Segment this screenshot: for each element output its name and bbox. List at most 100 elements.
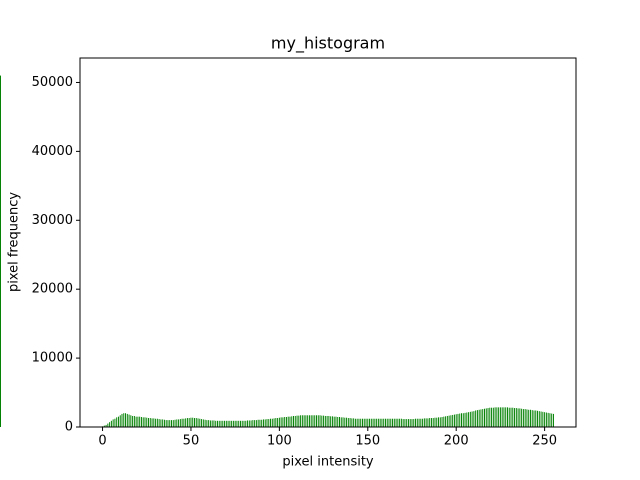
bar: [132, 415, 134, 427]
bar: [331, 416, 333, 427]
bar: [484, 408, 485, 427]
bar: [232, 420, 234, 427]
bar: [208, 420, 210, 427]
bar: [492, 407, 494, 427]
bar: [367, 418, 369, 427]
bar: [542, 411, 544, 427]
bar: [146, 417, 148, 427]
bar: [347, 418, 349, 427]
bar: [526, 409, 528, 427]
bar: [535, 410, 537, 427]
bar: [531, 410, 533, 427]
bar: [473, 411, 475, 427]
bar: [192, 417, 194, 427]
bar: [524, 409, 526, 427]
bar: [363, 418, 365, 427]
bar: [250, 420, 252, 427]
bar: [126, 413, 128, 427]
bar: [547, 412, 549, 427]
bar: [125, 413, 127, 427]
bar: [395, 418, 397, 427]
bar: [229, 420, 231, 427]
bar: [411, 419, 413, 427]
bar: [475, 410, 477, 427]
bar: [209, 420, 211, 427]
bar: [190, 417, 192, 427]
bar: [418, 418, 420, 427]
y-tick-label: 20000: [32, 282, 73, 297]
bar: [342, 417, 344, 427]
bar: [319, 415, 321, 427]
bar: [485, 408, 487, 427]
bar: [415, 418, 417, 427]
bar: [406, 419, 408, 427]
bar: [289, 416, 291, 427]
bar: [317, 415, 319, 427]
bar: [148, 418, 150, 427]
bar: [243, 420, 245, 427]
bar: [468, 412, 470, 427]
bar: [206, 420, 208, 427]
bar: [407, 419, 409, 427]
bar: [199, 418, 201, 427]
bar: [400, 418, 402, 427]
bar: [489, 407, 491, 427]
bar: [344, 417, 346, 427]
bar: [218, 420, 220, 427]
bar: [528, 409, 530, 427]
bar: [457, 413, 459, 427]
x-tick-label: 50: [183, 434, 200, 449]
bar: [273, 418, 275, 427]
bar: [510, 407, 512, 427]
bar: [376, 418, 378, 427]
bar: [372, 418, 374, 427]
bar: [369, 418, 371, 427]
bar: [404, 419, 406, 427]
bar: [512, 407, 514, 427]
bar: [503, 407, 505, 427]
bar: [181, 418, 183, 427]
bar: [255, 420, 257, 427]
y-tick-label: 50000: [32, 75, 73, 90]
bar: [252, 420, 254, 427]
bar: [137, 416, 139, 427]
bar: [110, 420, 112, 427]
bar: [450, 415, 452, 427]
bar: [231, 420, 233, 427]
bar: [238, 420, 240, 427]
bar: [462, 413, 464, 427]
bar: [448, 415, 450, 427]
bar: [430, 418, 432, 427]
bar: [399, 418, 401, 427]
bar: [195, 418, 197, 427]
bar: [284, 417, 286, 427]
x-tick-label: 100: [267, 434, 292, 449]
bar: [133, 415, 135, 427]
bar: [291, 416, 293, 427]
bar: [312, 415, 314, 427]
y-axis-label: pixel frequency: [7, 192, 22, 292]
bar: [365, 418, 367, 427]
bar: [197, 418, 199, 427]
bar: [119, 415, 121, 427]
bar: [533, 410, 535, 427]
bar: [522, 409, 524, 427]
bar: [121, 413, 123, 427]
x-tick-label: 0: [98, 434, 106, 449]
bar: [301, 415, 303, 427]
bar: [278, 417, 280, 427]
bar: [521, 408, 523, 427]
bar: [287, 416, 289, 427]
bar: [425, 418, 427, 427]
bar: [314, 415, 316, 427]
bar: [439, 417, 441, 427]
bar: [172, 420, 174, 427]
bar: [393, 418, 395, 427]
bar: [427, 418, 429, 427]
bar: [519, 408, 521, 427]
bar: [540, 411, 542, 427]
x-tick-label: 150: [355, 434, 380, 449]
bar: [487, 408, 489, 427]
bar: [501, 407, 503, 427]
bar: [280, 417, 282, 427]
